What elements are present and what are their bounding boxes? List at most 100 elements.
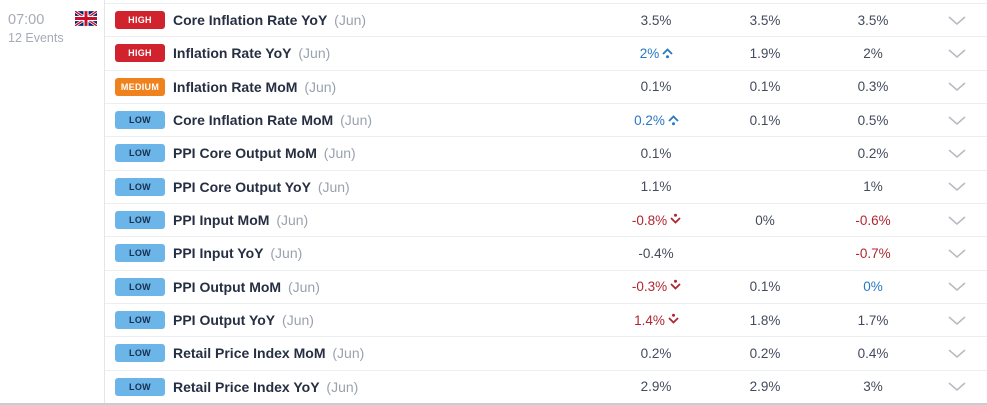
actual-text: 1.4% [634,312,665,328]
event-row[interactable]: LOW PPI Input YoY (Jun) -0.4% -0.7% [105,237,987,271]
event-name-link[interactable]: Inflation Rate MoM (Jun) [173,79,603,95]
impact-badge: LOW [115,211,165,230]
event-name-link[interactable]: PPI Core Output YoY (Jun) [173,179,603,195]
event-name-link[interactable]: Retail Price Index YoY (Jun) [173,379,603,395]
expand-row-button[interactable] [927,149,987,158]
surprise-arrow-icon [661,46,674,59]
surprise-arrow-icon [669,213,682,226]
event-title: Inflation Rate YoY [173,45,292,62]
events-count: 12 Events [8,31,64,46]
chevron-down-icon [948,382,966,392]
event-row[interactable]: LOW PPI Core Output MoM (Jun) 0.1% 0.2% [105,137,987,171]
expand-row-button[interactable] [927,82,987,92]
chevron-down-icon [948,316,966,325]
event-name-link[interactable]: Core Inflation Rate YoY (Jun) [173,12,603,28]
event-row[interactable]: MEDIUM Inflation Rate MoM (Jun) 0.1% 0.1… [105,71,987,104]
event-name-link[interactable]: Inflation Rate YoY (Jun) [173,45,603,61]
event-name-link[interactable]: PPI Input MoM (Jun) [173,212,603,228]
actual-text: -0.4% [638,245,674,261]
actual-value: 1.1% [603,179,711,194]
time-column: 07:00 12 Events [0,0,105,403]
actual-text: 0.2% [640,345,672,361]
expand-row-button[interactable] [927,316,987,325]
actual-value: 0.1% [603,79,711,94]
forecast-text: 0.1% [749,112,781,128]
previous-text: 0.3% [857,79,889,95]
chevron-down-icon [948,116,966,125]
forecast-text: 0% [755,212,775,228]
previous-text: 1.7% [857,312,889,328]
event-title: PPI Input YoY [173,245,264,262]
surprise-arrow-icon [669,279,682,292]
expand-row-button[interactable] [927,49,987,58]
event-period: (Jun) [266,245,303,262]
event-row[interactable]: LOW Retail Price Index YoY (Jun) 2.9% 2.… [105,371,987,403]
previous-value: 3% [819,379,927,394]
expand-row-button[interactable] [927,382,987,392]
actual-value: 1.4% [603,313,711,328]
chevron-down-icon [948,349,966,358]
event-name-link[interactable]: Retail Price Index MoM (Jun) [173,345,603,361]
actual-value: 2.9% [603,379,711,394]
event-title: Retail Price Index MoM [173,345,326,362]
actual-text: 0.1% [640,79,672,95]
event-name-link[interactable]: PPI Core Output MoM (Jun) [173,145,603,161]
event-time: 07:00 [8,12,45,28]
expand-row-button[interactable] [927,216,987,225]
actual-text: 0.1% [640,145,672,161]
impact-badge: LOW [115,277,165,296]
expand-row-button[interactable] [927,249,987,258]
actual-value: -0.4% [603,246,711,261]
arrow-up-icon [668,114,679,125]
previous-text: -0.6% [855,212,891,228]
impact-badge: LOW [115,244,165,263]
event-title: Retail Price Index YoY [173,378,320,395]
forecast-value: 1.9% [711,46,819,61]
forecast-value: 1.8% [711,313,819,328]
event-name-link[interactable]: PPI Output YoY (Jun) [173,312,603,328]
impact-badge: MEDIUM [115,77,165,96]
chevron-down-icon [948,16,966,25]
forecast-text: 1.8% [749,312,781,328]
impact-badge: HIGH [115,11,165,30]
event-row[interactable]: LOW PPI Output MoM (Jun) -0.3% 0.1% 0% [105,271,987,304]
arrow-up-icon [662,48,673,59]
expand-row-button[interactable] [927,282,987,292]
surprise-arrow-icon [667,313,680,326]
event-title: Inflation Rate MoM [173,78,298,95]
event-row[interactable]: LOW PPI Core Output YoY (Jun) 1.1% 1% [105,171,987,204]
event-row[interactable]: LOW Core Inflation Rate MoM (Jun) 0.2% 0… [105,104,987,138]
actual-text: 2.9% [640,379,672,395]
event-row[interactable]: HIGH Core Inflation Rate YoY (Jun) 3.5% … [105,4,987,38]
actual-text: 0.2% [634,112,665,128]
event-row[interactable]: LOW PPI Input MoM (Jun) -0.8% 0% -0.6% [105,204,987,238]
event-row[interactable]: LOW Retail Price Index MoM (Jun) 0.2% 0.… [105,337,987,371]
event-name-link[interactable]: Core Inflation Rate MoM (Jun) [173,112,603,128]
event-name-link[interactable]: PPI Input YoY (Jun) [173,245,603,261]
impact-badge: LOW [115,144,165,163]
previous-text: 1% [863,179,883,195]
expand-row-button[interactable] [927,116,987,125]
expand-row-button[interactable] [927,182,987,192]
expand-row-button[interactable] [927,349,987,358]
actual-text: 1.1% [640,179,672,195]
chevron-down-icon [948,49,966,58]
event-name-link[interactable]: PPI Output MoM (Jun) [173,279,603,295]
impact-badge: HIGH [115,44,165,63]
event-row[interactable]: LOW PPI Output YoY (Jun) 1.4% 1.8% 1.7% [105,304,987,338]
event-row[interactable]: HIGH Inflation Rate YoY (Jun) 2% 1.9% 2% [105,37,987,71]
event-title: PPI Input MoM [173,212,270,229]
previous-text: 0% [863,279,883,295]
forecast-value: 0% [711,213,819,228]
expand-row-button[interactable] [927,16,987,25]
previous-value: -0.7% [819,246,927,261]
events-list: HIGH Core Inflation Rate YoY (Jun) 3.5% … [105,3,987,403]
chevron-down-icon [948,282,966,292]
actual-value: 3.5% [603,13,711,28]
surprise-arrow-icon [667,113,680,126]
actual-text: -0.8% [631,212,668,228]
forecast-text: 0.1% [749,279,781,295]
previous-text: 3.5% [857,12,889,28]
event-period: (Jun) [272,212,309,229]
event-title: Core Inflation Rate YoY [173,12,328,29]
